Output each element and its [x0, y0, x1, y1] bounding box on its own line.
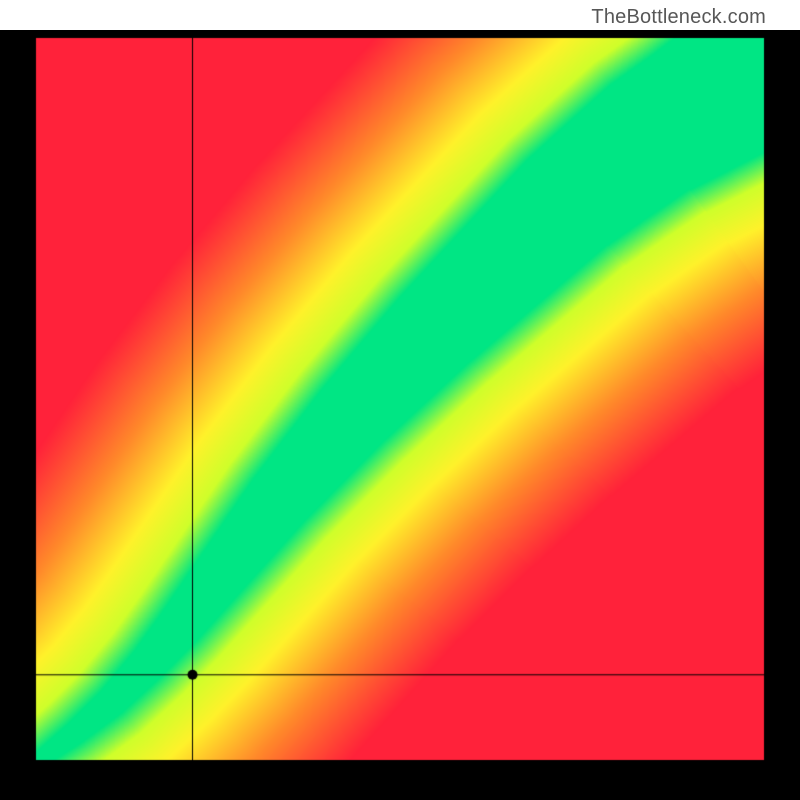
- chart-container: TheBottleneck.com: [0, 0, 800, 800]
- watermark-text: TheBottleneck.com: [591, 6, 766, 29]
- chart-black-frame: [0, 30, 800, 800]
- heatmap-canvas: [0, 30, 800, 800]
